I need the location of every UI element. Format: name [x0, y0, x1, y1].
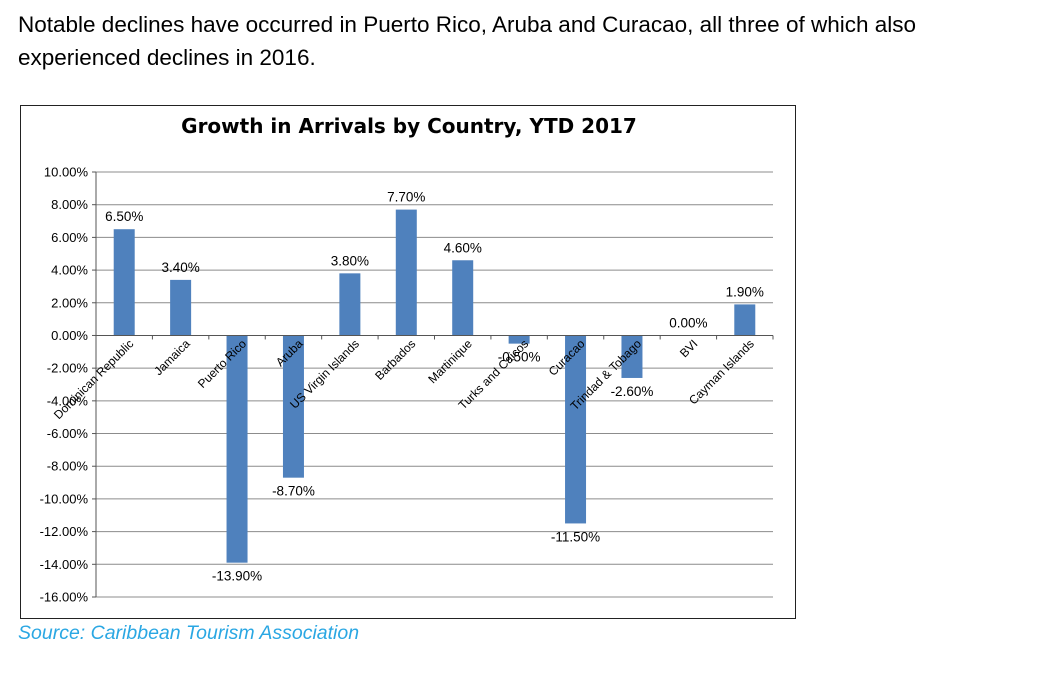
y-tick-label: -2.00%: [47, 361, 89, 376]
category-label: Dominican Republic: [51, 337, 136, 422]
bar: [621, 335, 643, 378]
y-tick-label: -12.00%: [40, 524, 89, 539]
y-tick-label: 6.00%: [51, 230, 88, 245]
axes: [95, 172, 774, 597]
bar: [565, 335, 587, 524]
data-label: -8.70%: [272, 484, 315, 499]
bar: [452, 260, 474, 336]
y-tick-label: 8.00%: [51, 197, 88, 212]
y-tick-label: -8.00%: [47, 459, 89, 474]
bar: [226, 335, 248, 563]
y-tick-label: 10.00%: [44, 165, 89, 180]
source-caption: Source: Caribbean Tourism Association: [18, 622, 360, 644]
chart-frame: Growth in Arrivals by Country, YTD 2017 …: [20, 105, 796, 619]
category-label: BVI: [677, 337, 701, 361]
y-axis-ticks: 10.00% 8.00% 6.00% 4.00% 2.00% 0.00% -2.00% -4.…: [40, 165, 96, 605]
data-label: -2.60%: [611, 384, 654, 399]
bar-chart: Growth in Arrivals by Country, YTD 2017 …: [40, 114, 774, 605]
data-label: 6.50%: [105, 209, 143, 224]
y-tick-label: 4.00%: [51, 263, 88, 278]
bars: [113, 209, 756, 563]
data-label: 7.70%: [387, 190, 425, 205]
category-label: Martinique: [425, 336, 475, 386]
data-label: 1.90%: [726, 284, 764, 299]
y-tick-label: -4.00%: [47, 393, 89, 408]
data-label: -0.50%: [498, 350, 541, 365]
category-labels: Dominican Republic Jamaica Puerto Rico Arub…: [51, 336, 757, 422]
y-tick-label: -16.00%: [40, 590, 89, 605]
bar: [508, 335, 530, 344]
bar: [734, 304, 756, 336]
bar: [113, 229, 135, 336]
data-label: 3.40%: [161, 260, 199, 275]
y-tick-label: 0.00%: [51, 328, 88, 343]
data-label: -13.90%: [212, 569, 262, 584]
data-label: -11.50%: [551, 529, 600, 544]
bar: [339, 273, 361, 336]
data-label: 3.80%: [331, 253, 369, 268]
data-label: 4.60%: [444, 240, 482, 255]
category-label: Jamaica: [151, 336, 193, 378]
y-tick-label: 2.00%: [51, 295, 88, 310]
chart-title: Growth in Arrivals by Country, YTD 2017: [181, 114, 637, 138]
y-tick-label: -10.00%: [40, 491, 89, 506]
bar: [282, 335, 304, 478]
y-tick-label: -6.00%: [47, 426, 89, 441]
data-labels: 6.50% 3.40% -13.90% -8.70% 3.80% 7.70% 4.60% -0…: [105, 190, 764, 584]
data-label: 0.00%: [669, 315, 707, 330]
intro-paragraph: Notable declines have occurred in Puerto…: [18, 12, 917, 70]
y-tick-label: -14.00%: [40, 557, 89, 572]
category-label: Barbados: [372, 337, 418, 383]
bar: [170, 279, 192, 336]
bar: [395, 209, 417, 336]
